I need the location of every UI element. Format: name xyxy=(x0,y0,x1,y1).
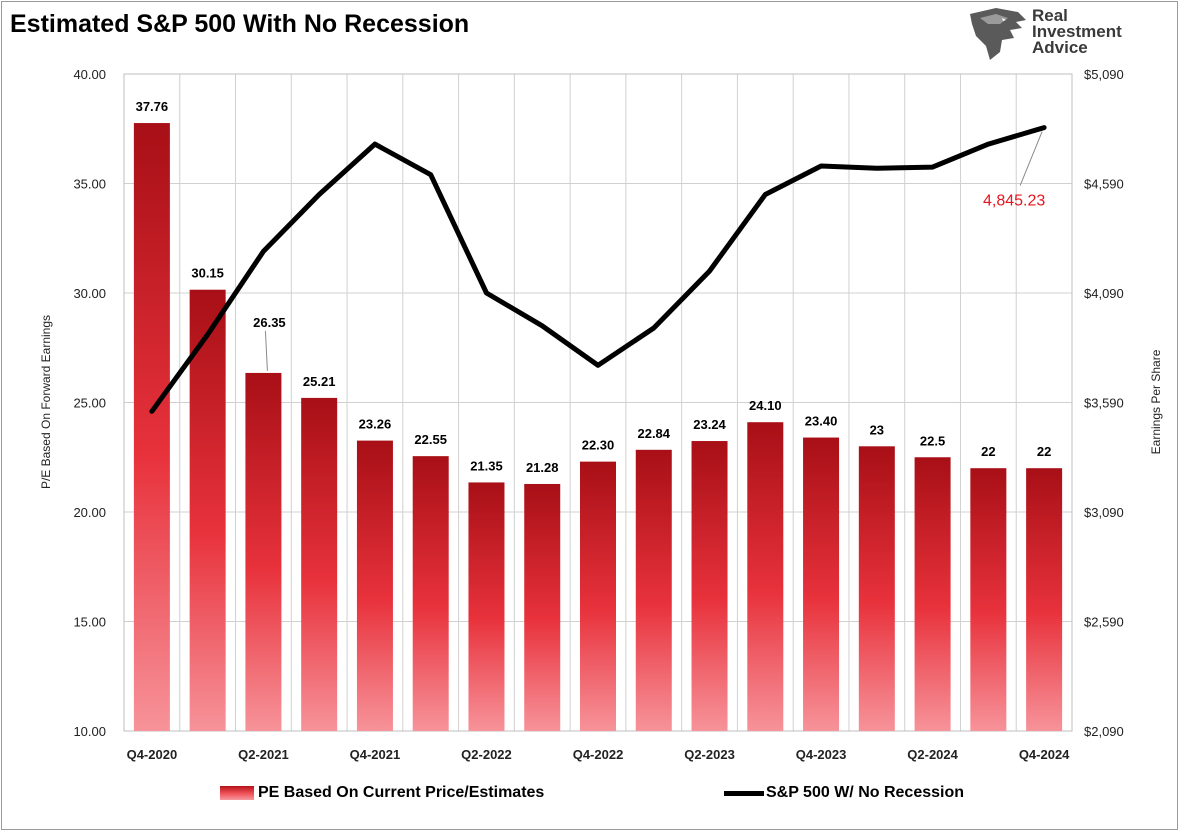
legend-item-pe: PE Based On Current Price/Estimates xyxy=(220,784,544,802)
logo-line-1: Real xyxy=(1032,6,1068,25)
data-labels: 37.76 30.15 26.35 25.21 23.26 22.55 21.35 21.28… xyxy=(136,99,1052,475)
axes: 10.00 15.00 20.00 25.00 30.00 35.00 40.00 $2,09… xyxy=(39,67,1163,762)
left-axis-tick-label: 10.00 xyxy=(73,724,106,739)
x-axis-tick-label: Q4-2020 xyxy=(127,747,178,762)
right-axis-tick-label: $2,590 xyxy=(1084,615,1124,630)
pe-bar xyxy=(301,397,338,731)
legend-swatch-line xyxy=(724,790,764,796)
pe-bar xyxy=(245,372,282,731)
bar-value-label: 25.21 xyxy=(303,374,336,389)
pe-bar xyxy=(580,461,616,731)
logo-line-2: Investment xyxy=(1032,22,1122,41)
brand-logo: Real Investment Advice xyxy=(966,6,1166,62)
pe-bar xyxy=(635,449,672,731)
chart-title: Estimated S&P 500 With No Recession xyxy=(10,10,470,38)
bar-value-label: 21.28 xyxy=(526,460,559,475)
left-axis-title: P/E Based On Forward Earnings xyxy=(39,315,53,489)
pe-bar xyxy=(970,468,1007,731)
eagle-head-icon xyxy=(970,8,1026,60)
x-axis-tick-label: Q4-2022 xyxy=(573,747,624,762)
bar-value-label: 23.40 xyxy=(805,414,838,429)
pe-bar xyxy=(858,446,895,731)
right-axis-tick-label: $3,590 xyxy=(1084,396,1124,411)
left-axis-tick-label: 40.00 xyxy=(73,67,106,82)
pe-bar xyxy=(803,437,840,731)
pe-bar xyxy=(189,289,226,731)
pe-bar xyxy=(691,441,728,731)
bar-value-label: 23.24 xyxy=(693,417,726,432)
pe-bar xyxy=(468,482,505,731)
left-axis-tick-label: 25.00 xyxy=(73,396,106,411)
right-axis-tick-label: $4,590 xyxy=(1084,177,1124,192)
left-axis-tick-label: 35.00 xyxy=(73,177,106,192)
line-series xyxy=(149,125,1047,414)
right-axis-tick-label: $4,090 xyxy=(1084,286,1124,301)
bar-value-label: 37.76 xyxy=(136,99,169,114)
sp500-line xyxy=(149,125,1047,414)
x-axis-tick-label: Q2-2024 xyxy=(907,747,958,762)
bar-value-label: 26.35 xyxy=(253,315,286,330)
pe-bar xyxy=(1026,468,1063,731)
legend-label-sp500: S&P 500 W/ No Recession xyxy=(766,784,964,801)
pe-bar xyxy=(524,483,561,731)
right-axis-tick-label: $2,090 xyxy=(1084,724,1124,739)
legend-label-pe: PE Based On Current Price/Estimates xyxy=(258,784,545,801)
pe-bar xyxy=(914,457,951,731)
left-axis-tick-label: 30.00 xyxy=(73,286,106,301)
bar-value-label: 30.15 xyxy=(191,266,224,281)
x-axis-tick-label: Q2-2021 xyxy=(238,747,289,762)
pe-bar xyxy=(356,440,393,731)
logo-text: Real Investment Advice xyxy=(1032,6,1122,57)
bar-value-label: 22.84 xyxy=(637,426,670,441)
annotation-leader-line xyxy=(1019,131,1043,186)
x-axis-tick-label: Q2-2023 xyxy=(684,747,735,762)
x-axis-tick-label: Q4-2023 xyxy=(796,747,847,762)
logo-line-3: Advice xyxy=(1032,38,1088,57)
bar-value-label: 22.55 xyxy=(414,432,447,447)
bar-value-label: 22.30 xyxy=(582,438,615,453)
bar-value-label: 22 xyxy=(1037,444,1051,459)
bar-series xyxy=(133,123,1063,731)
pe-bar xyxy=(412,456,449,731)
bar-value-label: 23 xyxy=(870,422,884,437)
right-axis-tick-label: $3,090 xyxy=(1084,505,1124,520)
x-axis-tick-label: Q4-2021 xyxy=(350,747,401,762)
legend-swatch-bar xyxy=(220,786,254,800)
right-axis-tick-label: $5,090 xyxy=(1084,67,1124,82)
x-axis-tick-label: Q4-2024 xyxy=(1019,747,1070,762)
bar-value-label: 24.10 xyxy=(749,398,782,413)
bar-value-label: 22.5 xyxy=(920,433,945,448)
x-axis-tick-label: Q2-2022 xyxy=(461,747,512,762)
left-axis-tick-label: 20.00 xyxy=(73,505,106,520)
pe-bar xyxy=(747,422,784,731)
pe-bar xyxy=(133,123,170,731)
bar-value-label: 23.26 xyxy=(359,417,392,432)
right-axis-title: Earnings Per Share xyxy=(1149,349,1163,454)
bar-value-label: 21.35 xyxy=(470,458,503,473)
left-axis-tick-label: 15.00 xyxy=(73,615,106,630)
legend-item-sp500: S&P 500 W/ No Recession xyxy=(724,784,964,802)
sp500-annotation: 4,845.23 xyxy=(983,193,1045,210)
label-leader-line xyxy=(264,330,268,371)
bar-value-label: 22 xyxy=(981,444,995,459)
